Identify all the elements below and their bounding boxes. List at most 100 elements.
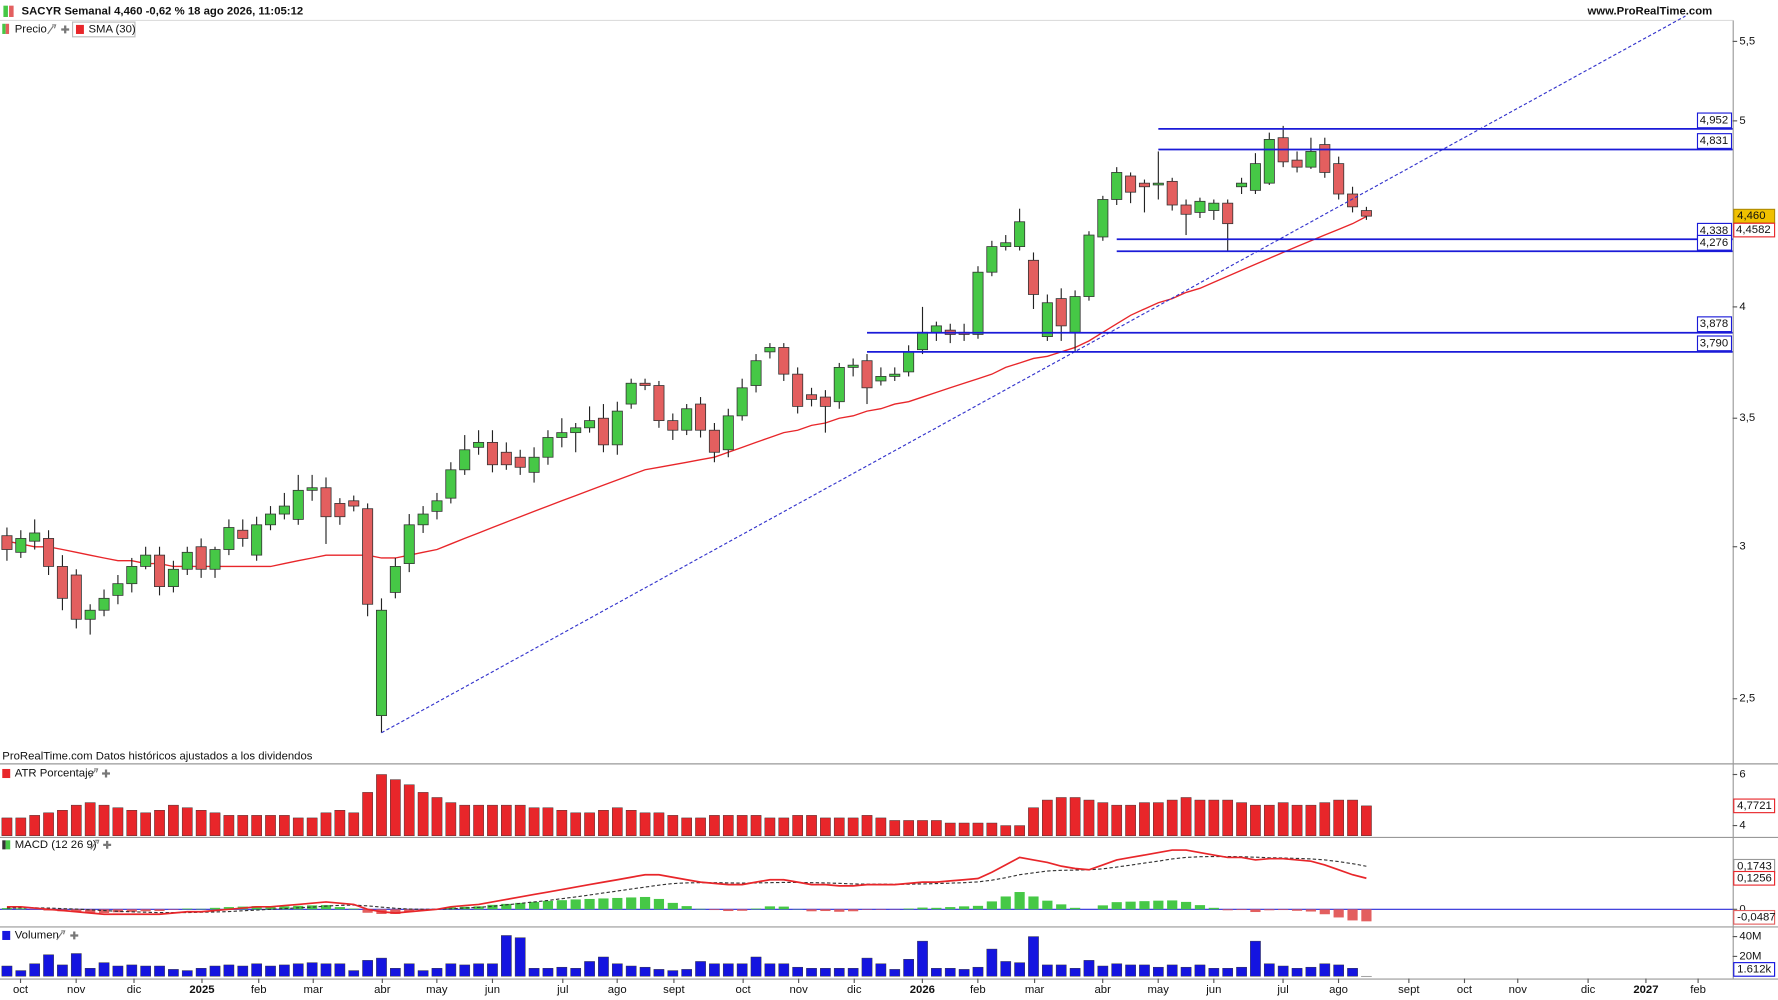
bar [1305, 804, 1317, 837]
bar [653, 812, 665, 837]
x-tick-label: jun [484, 984, 500, 996]
bar [931, 820, 942, 837]
bar [1208, 968, 1220, 977]
histogram-bar [931, 907, 942, 910]
bar [1125, 964, 1136, 977]
bar [1333, 799, 1345, 837]
candle-body [570, 427, 582, 434]
y-tick-label: 3,5 [1739, 412, 1755, 424]
histogram-bar [737, 909, 748, 911]
bar [847, 817, 859, 837]
bar [57, 810, 68, 837]
candle-body [1152, 182, 1164, 186]
candle-body [1125, 175, 1137, 193]
candle-body [625, 382, 637, 405]
candle-body [930, 325, 942, 333]
histogram-bar [1319, 909, 1330, 915]
candle-body [43, 538, 55, 567]
bar [917, 940, 928, 977]
bar [487, 963, 498, 977]
histogram-bar [750, 908, 762, 910]
bar [667, 970, 679, 977]
level-tag-label: 4,952 [1700, 114, 1728, 126]
level-tag [1696, 316, 1733, 333]
y-tick-label: 5,5 [1739, 35, 1755, 47]
add-icon[interactable] [103, 840, 112, 849]
bar [1347, 799, 1358, 837]
candle-body [306, 487, 318, 491]
candle-body [112, 583, 124, 596]
settings-icon[interactable] [56, 930, 66, 941]
x-tick-label: jun [1205, 984, 1221, 996]
y-tick-label: 3 [1739, 541, 1745, 553]
bar [1194, 799, 1206, 837]
histogram-bar [515, 902, 526, 910]
histogram-bar [1000, 896, 1011, 910]
candle-body [1, 535, 13, 550]
histogram-bar [362, 909, 373, 913]
candle-body [140, 554, 152, 567]
bar [1139, 964, 1150, 977]
candle-body [389, 566, 401, 593]
candle-body [84, 609, 96, 620]
settings-icon[interactable] [47, 24, 57, 35]
candle-body [1166, 180, 1178, 206]
bar [1153, 802, 1164, 837]
value-tag-label: 0,1256 [1737, 872, 1772, 884]
candle-body [223, 527, 235, 550]
bar [833, 817, 845, 837]
bar [792, 815, 803, 837]
x-tick-label: feb [970, 984, 986, 996]
value-tag-label: 1.612k [1737, 963, 1771, 975]
candle-body [56, 566, 68, 599]
candle-body [98, 597, 110, 611]
settings-icon[interactable] [90, 839, 100, 850]
bar [1111, 963, 1123, 977]
candle-body [459, 449, 471, 471]
settings-icon[interactable] [89, 768, 99, 779]
bar [1083, 799, 1095, 837]
bar [709, 963, 720, 977]
bar [306, 817, 318, 837]
x-tick-label: ago [608, 984, 627, 996]
add-icon[interactable] [61, 25, 70, 34]
bar [944, 822, 956, 837]
candle-body [362, 508, 374, 605]
panel-icon [2, 768, 11, 779]
add-icon[interactable] [70, 931, 79, 940]
histogram-bar [1, 908, 13, 910]
candle-body [542, 437, 554, 458]
bar [1250, 940, 1261, 977]
histogram-bar [1180, 901, 1192, 910]
bar [376, 957, 387, 977]
bar [1180, 966, 1192, 977]
x-tick-label: abr [374, 984, 391, 996]
bar [875, 817, 887, 837]
candle-body [1000, 242, 1012, 247]
bar [390, 968, 401, 977]
candle-body [528, 456, 540, 473]
bar [362, 792, 373, 837]
x-tick-label: 2027 [1633, 984, 1658, 996]
candle-body [1055, 298, 1067, 327]
value-tag [1733, 798, 1776, 814]
bar [390, 779, 401, 837]
candle-body [126, 566, 138, 585]
bar [1166, 964, 1178, 977]
bar [639, 966, 651, 977]
value-tag-label: 4,7721 [1737, 800, 1772, 812]
bar [1028, 807, 1039, 837]
bar [611, 807, 623, 837]
histogram-bar [806, 909, 817, 912]
histogram-bar [778, 906, 789, 910]
value-tag [1733, 870, 1776, 886]
histogram-bar [556, 900, 567, 910]
candle-body [445, 469, 457, 499]
add-icon[interactable] [102, 769, 110, 778]
histogram-bar [764, 906, 776, 910]
bar [958, 969, 970, 977]
candle-body [292, 489, 304, 520]
bar [528, 807, 540, 837]
candle-body [195, 546, 207, 570]
